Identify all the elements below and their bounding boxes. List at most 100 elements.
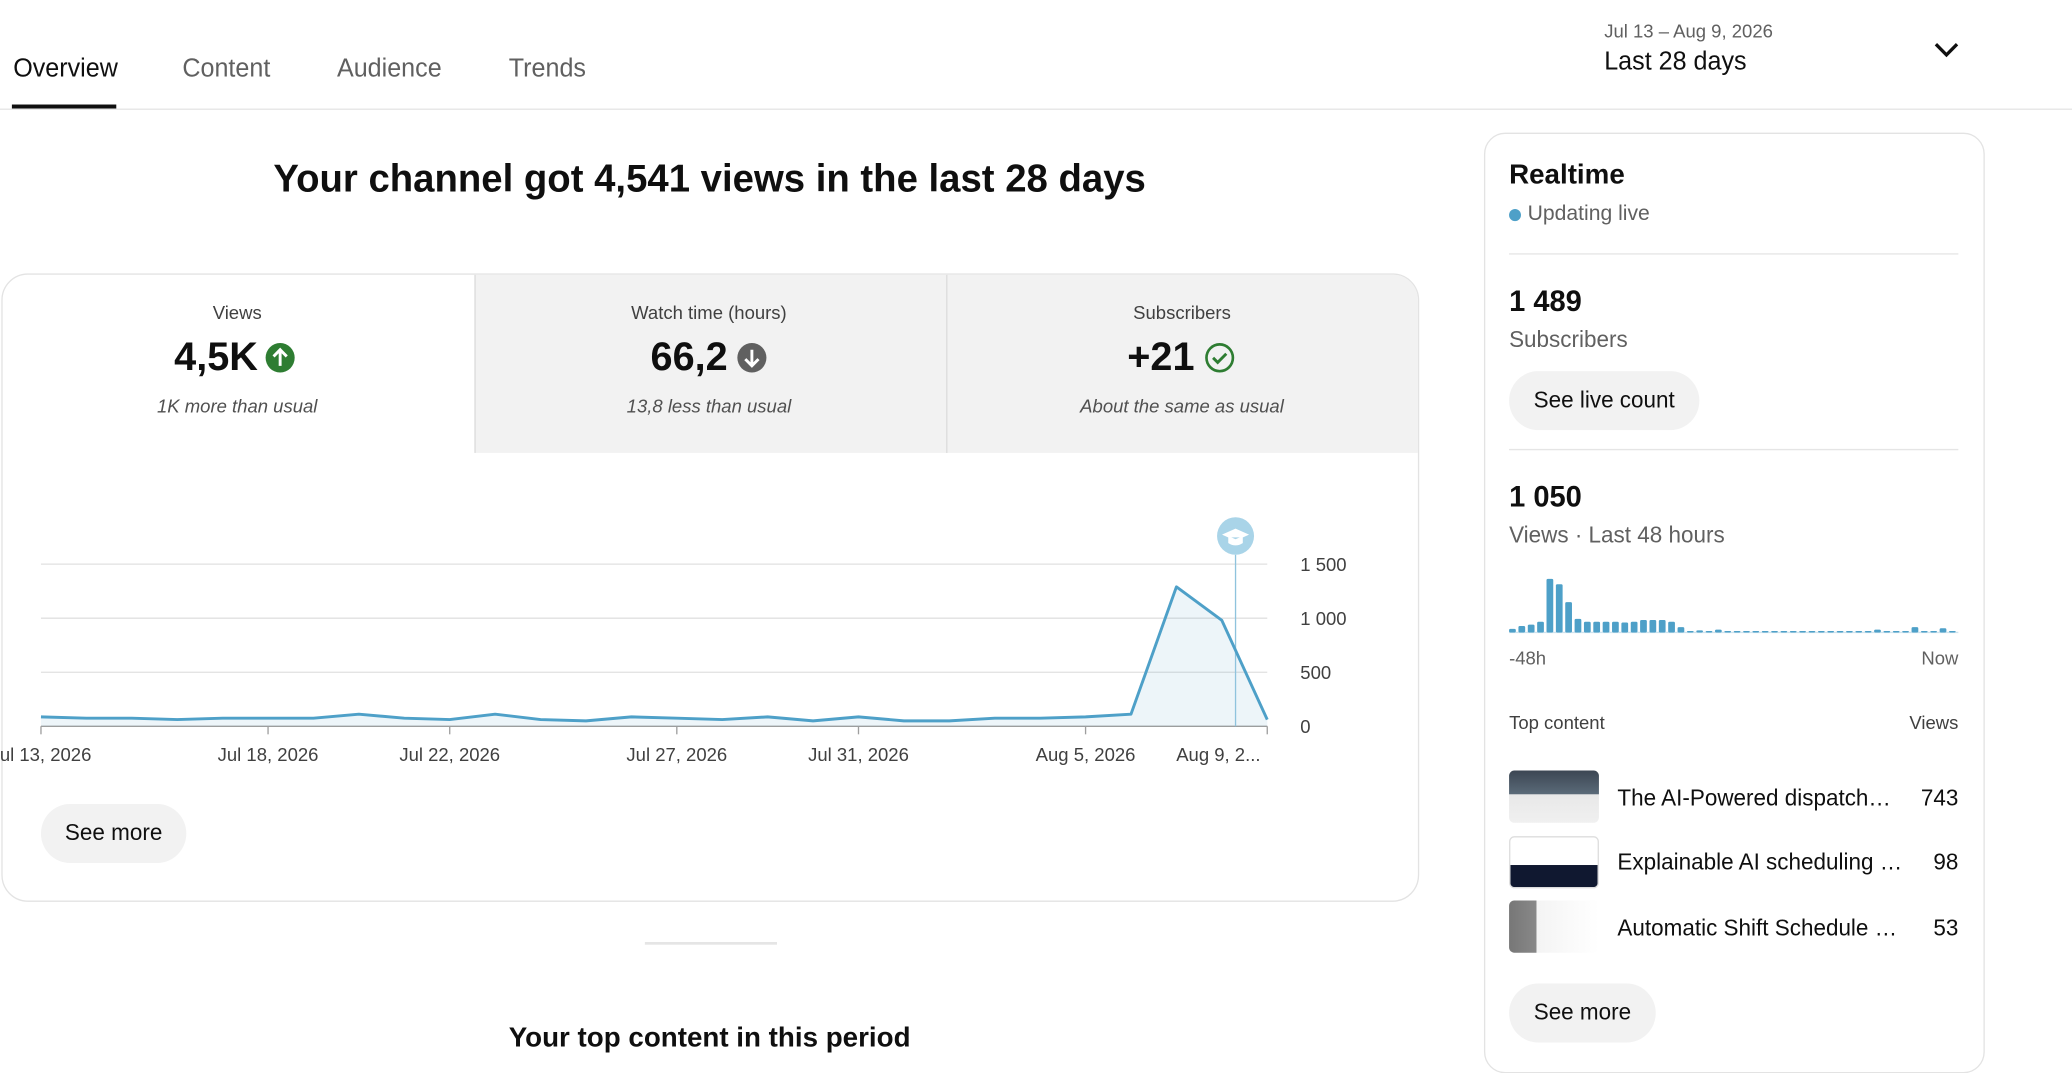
bar xyxy=(1939,628,1947,633)
bar xyxy=(1583,621,1591,633)
metric-note: 1K more than usual xyxy=(156,395,318,417)
metric-note: 13,8 less than usual xyxy=(626,395,792,417)
bar xyxy=(1761,631,1769,633)
cap-icon xyxy=(1222,528,1250,546)
bar xyxy=(1593,621,1601,633)
live-dot xyxy=(1509,209,1521,222)
bar xyxy=(1883,631,1891,633)
bar xyxy=(1892,631,1900,633)
subscriber-label: Subscribers xyxy=(1509,326,1628,353)
views-column-header: Views xyxy=(1909,711,1959,733)
x-tick-label: Jul 22, 2026 xyxy=(399,744,500,765)
bar xyxy=(1555,584,1563,633)
tab[interactable]: Content xyxy=(182,54,271,84)
bar xyxy=(1789,631,1797,633)
tab[interactable]: Audience xyxy=(336,54,442,84)
bar xyxy=(1771,631,1778,633)
metric-value: 4,5K xyxy=(174,335,258,380)
trend-down-icon xyxy=(737,343,767,373)
content-views: 53 xyxy=(1933,915,1959,941)
subscriber-count: 1 489 xyxy=(1509,284,1582,318)
bar xyxy=(1546,578,1554,633)
metric-note: About the same as usual xyxy=(1080,395,1284,417)
x-tick-label: Jul 31, 2026 xyxy=(808,744,909,765)
thumbnail[interactable] xyxy=(1509,770,1599,823)
bar xyxy=(1864,631,1872,633)
content-views: 743 xyxy=(1920,785,1959,811)
live-status: Updating live xyxy=(1527,202,1650,226)
metric-label[interactable]: Subscribers xyxy=(1133,301,1231,323)
tab-indicator xyxy=(11,104,117,109)
content-title[interactable]: Automatic Shift Schedule … xyxy=(1617,915,1898,941)
date-range-label[interactable]: Last 28 days xyxy=(1604,48,1747,77)
bar xyxy=(1714,629,1722,633)
x-tick-label: Jul 27, 2026 xyxy=(626,744,727,765)
check-icon xyxy=(1205,343,1235,373)
thumbnail[interactable] xyxy=(1509,900,1599,953)
divider xyxy=(644,942,778,945)
metric-value: +21 xyxy=(1127,335,1195,380)
bar xyxy=(1612,621,1619,633)
metric-label[interactable]: Watch time (hours) xyxy=(631,301,787,323)
x-label: -48h xyxy=(1509,648,1546,669)
bar xyxy=(1537,621,1544,633)
bar xyxy=(1602,621,1610,633)
bar xyxy=(1696,630,1704,633)
bar xyxy=(1827,631,1835,633)
x-tick-label: Jul 13, 2026 xyxy=(0,744,91,765)
bar xyxy=(1911,627,1919,633)
headline: Your channel got 4,541 views in the last… xyxy=(273,158,1146,201)
date-range[interactable]: Jul 13 – Aug 9, 2026 xyxy=(1604,20,1773,42)
see-more-button[interactable]: See more xyxy=(1509,983,1656,1043)
x-label: Now xyxy=(1921,648,1959,669)
y-tick-label: 1 000 xyxy=(1300,608,1346,629)
tab[interactable]: Trends xyxy=(508,54,586,84)
see-more-button[interactable]: See more xyxy=(40,804,187,863)
metric-label[interactable]: Views xyxy=(212,301,262,323)
top-content-header: Top content xyxy=(1509,711,1605,733)
bar xyxy=(1855,631,1863,633)
tab[interactable]: Overview xyxy=(13,54,118,84)
dropdown-chevron[interactable] xyxy=(1932,40,1961,61)
views-label: Views · Last 48 hours xyxy=(1509,522,1725,549)
bar xyxy=(1658,619,1666,633)
y-tick-label: 0 xyxy=(1300,716,1310,737)
content-title[interactable]: Explainable AI scheduling … xyxy=(1617,849,1903,876)
y-tick-label: 500 xyxy=(1300,662,1331,683)
bar xyxy=(1677,627,1685,633)
overview-card xyxy=(1,273,1420,902)
realtime-chart: -48h Now xyxy=(1509,578,1959,669)
area xyxy=(40,586,1268,727)
bar xyxy=(1565,602,1572,633)
bar xyxy=(1874,629,1881,633)
bar xyxy=(1630,621,1638,633)
x-tick-label: Aug 5, 2026 xyxy=(1036,744,1136,765)
bar xyxy=(1948,631,1956,633)
bar xyxy=(1527,624,1535,633)
content-views: 98 xyxy=(1933,849,1959,876)
bar xyxy=(1733,631,1741,633)
bar xyxy=(1930,631,1938,633)
bar xyxy=(1649,619,1657,633)
metric-value: 66,2 xyxy=(650,335,728,380)
thumbnail[interactable] xyxy=(1509,836,1599,889)
live-count-button[interactable]: See live count xyxy=(1509,371,1700,431)
bar xyxy=(1640,619,1647,633)
bar xyxy=(1743,631,1750,633)
views-chart: 0 500 1 000 1 500 Jul 13, 2026 Jul 18, 2026 Ju… xyxy=(0,517,1347,765)
divider xyxy=(0,108,2072,110)
content-title[interactable]: The AI-Powered dispatch… xyxy=(1617,785,1891,811)
bar xyxy=(1621,622,1629,633)
bar xyxy=(1668,621,1675,633)
bar xyxy=(1846,631,1853,633)
x-tick-label: Jul 18, 2026 xyxy=(218,744,319,765)
bar xyxy=(1518,626,1526,633)
line xyxy=(40,585,1269,723)
divider xyxy=(946,274,948,453)
bar xyxy=(1920,631,1928,633)
bar xyxy=(1509,628,1516,633)
divider xyxy=(1509,448,1959,451)
bar xyxy=(1808,631,1816,633)
trend-up-icon xyxy=(265,343,295,373)
